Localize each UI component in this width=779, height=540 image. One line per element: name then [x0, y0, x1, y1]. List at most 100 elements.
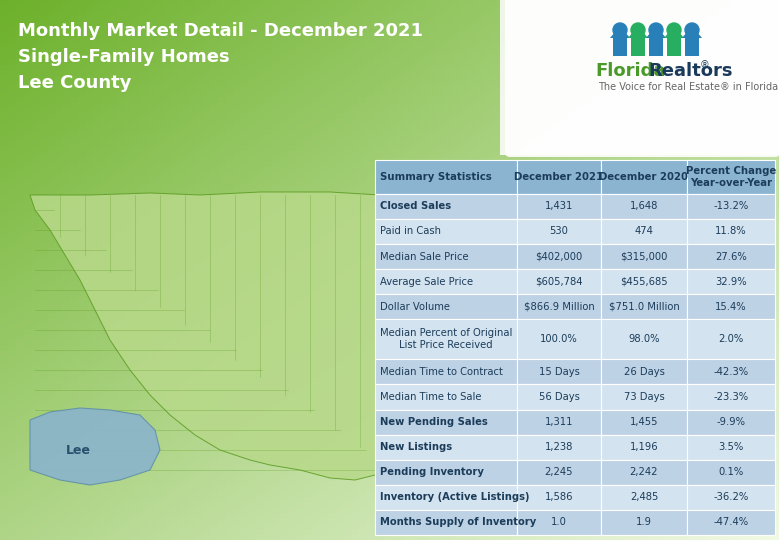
Text: 530: 530 [549, 226, 569, 237]
FancyBboxPatch shape [685, 38, 699, 56]
FancyBboxPatch shape [687, 510, 775, 535]
Text: 56 Days: 56 Days [538, 392, 580, 402]
FancyBboxPatch shape [375, 194, 517, 219]
Text: 1,455: 1,455 [629, 417, 658, 427]
Circle shape [667, 23, 681, 37]
FancyBboxPatch shape [375, 269, 517, 294]
Polygon shape [610, 26, 630, 38]
FancyBboxPatch shape [601, 360, 687, 384]
Polygon shape [30, 192, 410, 480]
Text: $866.9 Million: $866.9 Million [523, 302, 594, 312]
Text: $402,000: $402,000 [535, 252, 583, 261]
Text: Florida: Florida [595, 62, 665, 80]
FancyBboxPatch shape [601, 219, 687, 244]
Text: $455,685: $455,685 [620, 276, 668, 287]
Text: $315,000: $315,000 [620, 252, 668, 261]
Text: -42.3%: -42.3% [714, 367, 749, 377]
FancyBboxPatch shape [375, 244, 517, 269]
FancyBboxPatch shape [601, 460, 687, 485]
FancyBboxPatch shape [375, 510, 517, 535]
Text: 15.4%: 15.4% [715, 302, 747, 312]
FancyBboxPatch shape [687, 384, 775, 409]
FancyBboxPatch shape [687, 269, 775, 294]
FancyBboxPatch shape [517, 485, 601, 510]
Text: Single-Family Homes: Single-Family Homes [18, 48, 230, 66]
FancyBboxPatch shape [517, 244, 601, 269]
FancyBboxPatch shape [517, 160, 601, 194]
Text: The Voice for Real Estate® in Florida: The Voice for Real Estate® in Florida [598, 82, 778, 92]
Text: 27.6%: 27.6% [715, 252, 747, 261]
FancyBboxPatch shape [687, 194, 775, 219]
Text: -13.2%: -13.2% [714, 201, 749, 211]
Text: Inventory (Active Listings): Inventory (Active Listings) [380, 492, 530, 502]
FancyBboxPatch shape [517, 384, 601, 409]
Text: Average Sale Price: Average Sale Price [380, 276, 473, 287]
Text: 32.9%: 32.9% [715, 276, 747, 287]
Text: $605,784: $605,784 [535, 276, 583, 287]
Text: December 2020: December 2020 [600, 172, 689, 182]
FancyBboxPatch shape [601, 294, 687, 319]
FancyBboxPatch shape [517, 319, 601, 360]
Text: Months Supply of Inventory: Months Supply of Inventory [380, 517, 536, 528]
Text: ®: ® [700, 60, 710, 70]
FancyBboxPatch shape [517, 409, 601, 435]
FancyBboxPatch shape [687, 294, 775, 319]
Text: Closed Sales: Closed Sales [380, 201, 451, 211]
Polygon shape [628, 26, 648, 38]
FancyBboxPatch shape [375, 294, 517, 319]
FancyBboxPatch shape [375, 384, 517, 409]
Text: Monthly Market Detail - December 2021: Monthly Market Detail - December 2021 [18, 22, 423, 40]
FancyBboxPatch shape [375, 460, 517, 485]
Text: 3.5%: 3.5% [718, 442, 744, 452]
FancyBboxPatch shape [649, 38, 663, 56]
FancyBboxPatch shape [375, 319, 517, 360]
FancyBboxPatch shape [631, 38, 645, 56]
FancyBboxPatch shape [375, 409, 517, 435]
Text: 1.0: 1.0 [551, 517, 567, 528]
Text: Realtors: Realtors [648, 62, 732, 80]
Text: Pending Inventory: Pending Inventory [380, 467, 484, 477]
Text: New Listings: New Listings [380, 442, 452, 452]
FancyBboxPatch shape [375, 219, 517, 244]
FancyBboxPatch shape [517, 294, 601, 319]
FancyBboxPatch shape [687, 460, 775, 485]
Text: 98.0%: 98.0% [628, 334, 660, 345]
Text: 1,238: 1,238 [545, 442, 573, 452]
FancyBboxPatch shape [613, 38, 627, 56]
FancyBboxPatch shape [517, 435, 601, 460]
Text: -36.2%: -36.2% [714, 492, 749, 502]
Circle shape [649, 23, 663, 37]
FancyBboxPatch shape [687, 319, 775, 360]
Text: Median Time to Contract: Median Time to Contract [380, 367, 503, 377]
Circle shape [631, 23, 645, 37]
FancyBboxPatch shape [375, 160, 517, 194]
Text: -9.9%: -9.9% [717, 417, 746, 427]
Circle shape [613, 23, 627, 37]
Text: 15 Days: 15 Days [538, 367, 580, 377]
Polygon shape [30, 408, 160, 485]
Text: 11.8%: 11.8% [715, 226, 747, 237]
FancyBboxPatch shape [601, 269, 687, 294]
Text: Paid in Cash: Paid in Cash [380, 226, 441, 237]
Text: 1,196: 1,196 [629, 442, 658, 452]
Text: Median Time to Sale: Median Time to Sale [380, 392, 481, 402]
Text: 100.0%: 100.0% [540, 334, 578, 345]
Circle shape [685, 23, 699, 37]
FancyBboxPatch shape [517, 460, 601, 485]
FancyBboxPatch shape [375, 360, 517, 384]
Text: 1,648: 1,648 [629, 201, 658, 211]
FancyBboxPatch shape [601, 409, 687, 435]
FancyBboxPatch shape [687, 244, 775, 269]
Text: 2.0%: 2.0% [718, 334, 744, 345]
FancyBboxPatch shape [505, 0, 779, 157]
Text: 73 Days: 73 Days [624, 392, 664, 402]
Text: 1.9: 1.9 [636, 517, 652, 528]
FancyBboxPatch shape [667, 38, 681, 56]
Polygon shape [664, 26, 684, 38]
Text: 2,485: 2,485 [629, 492, 658, 502]
FancyBboxPatch shape [601, 510, 687, 535]
FancyBboxPatch shape [517, 360, 601, 384]
Text: -47.4%: -47.4% [714, 517, 749, 528]
FancyBboxPatch shape [601, 160, 687, 194]
FancyBboxPatch shape [601, 194, 687, 219]
